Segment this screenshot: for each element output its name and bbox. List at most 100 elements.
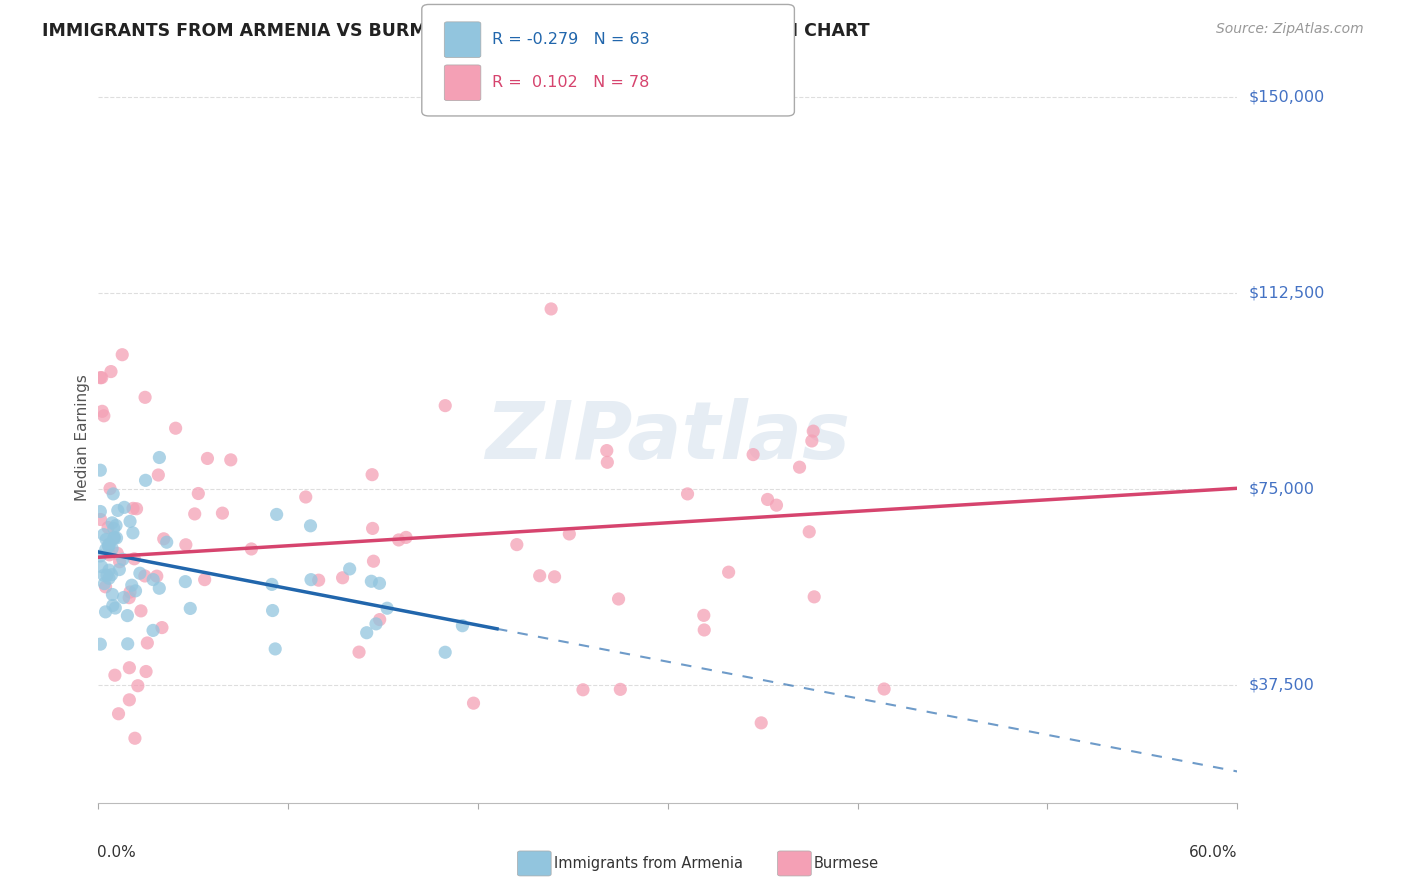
Point bbox=[127, 679, 149, 693]
Point bbox=[105, 518, 128, 533]
Point bbox=[89, 637, 111, 651]
Point bbox=[558, 527, 581, 541]
Point bbox=[107, 503, 129, 517]
Point bbox=[136, 636, 159, 650]
Point bbox=[540, 301, 562, 316]
Point bbox=[96, 568, 118, 582]
Point bbox=[103, 531, 125, 545]
Point bbox=[89, 504, 111, 518]
Point bbox=[107, 706, 129, 721]
Point bbox=[529, 568, 551, 582]
Point bbox=[363, 554, 385, 568]
Text: IMMIGRANTS FROM ARMENIA VS BURMESE MEDIAN EARNINGS CORRELATION CHART: IMMIGRANTS FROM ARMENIA VS BURMESE MEDIA… bbox=[42, 22, 870, 40]
Point bbox=[100, 567, 122, 582]
Point bbox=[112, 591, 135, 605]
Point bbox=[121, 578, 143, 592]
Point bbox=[174, 574, 197, 589]
Point bbox=[98, 537, 121, 551]
Point bbox=[607, 592, 630, 607]
Point bbox=[94, 605, 117, 619]
Point bbox=[347, 645, 370, 659]
Point bbox=[97, 520, 120, 534]
Point bbox=[98, 563, 121, 577]
Point bbox=[118, 693, 141, 707]
Point bbox=[134, 390, 156, 404]
Point bbox=[717, 565, 740, 579]
Point bbox=[93, 527, 115, 541]
Point bbox=[98, 482, 121, 496]
Point bbox=[117, 637, 139, 651]
Point bbox=[101, 516, 124, 530]
Point bbox=[101, 587, 124, 601]
Text: Immigrants from Armenia: Immigrants from Armenia bbox=[554, 856, 742, 871]
Point bbox=[165, 421, 187, 435]
Point bbox=[93, 576, 115, 591]
Point bbox=[194, 573, 217, 587]
Point bbox=[135, 473, 157, 487]
Point bbox=[90, 370, 112, 384]
Point bbox=[803, 590, 825, 604]
Text: R = -0.279   N = 63: R = -0.279 N = 63 bbox=[492, 32, 650, 47]
Point bbox=[122, 525, 145, 540]
Point bbox=[122, 501, 145, 516]
Point bbox=[800, 434, 823, 448]
Point bbox=[118, 661, 141, 675]
Point bbox=[596, 455, 619, 469]
Point bbox=[749, 715, 772, 730]
Point bbox=[693, 623, 716, 637]
Point bbox=[118, 585, 141, 599]
Point bbox=[799, 524, 821, 539]
Point bbox=[90, 512, 112, 526]
Text: $37,500: $37,500 bbox=[1249, 678, 1315, 693]
Point bbox=[100, 365, 122, 379]
Point bbox=[506, 538, 529, 552]
Point bbox=[97, 540, 120, 554]
Point bbox=[299, 518, 322, 533]
Point bbox=[117, 608, 139, 623]
Point bbox=[156, 535, 179, 549]
Point bbox=[118, 515, 141, 529]
Point bbox=[111, 348, 134, 362]
Point bbox=[375, 601, 398, 615]
Point bbox=[128, 566, 150, 581]
Point bbox=[125, 501, 148, 516]
Point bbox=[596, 443, 619, 458]
Point bbox=[90, 559, 112, 574]
Point bbox=[101, 541, 124, 556]
Point bbox=[97, 538, 120, 552]
Point bbox=[89, 370, 111, 384]
Point bbox=[105, 546, 128, 560]
Text: ZIPatlas: ZIPatlas bbox=[485, 398, 851, 476]
Point bbox=[264, 641, 287, 656]
Point bbox=[395, 530, 418, 544]
Point bbox=[148, 468, 170, 483]
Point bbox=[124, 551, 146, 566]
Point bbox=[360, 574, 382, 589]
Point bbox=[219, 453, 242, 467]
Point bbox=[356, 625, 378, 640]
Point bbox=[108, 563, 131, 577]
Point bbox=[183, 507, 205, 521]
Point bbox=[789, 460, 811, 475]
Point bbox=[104, 601, 127, 615]
Point bbox=[873, 681, 896, 696]
Point bbox=[96, 533, 118, 547]
Point bbox=[332, 571, 354, 585]
Point bbox=[94, 580, 117, 594]
Point bbox=[693, 608, 716, 623]
Point bbox=[103, 521, 125, 535]
Point bbox=[142, 624, 165, 638]
Point bbox=[111, 552, 134, 566]
Point bbox=[91, 404, 114, 418]
Point bbox=[294, 490, 316, 504]
Point bbox=[148, 450, 170, 465]
Point bbox=[187, 486, 209, 500]
Point bbox=[451, 618, 474, 632]
Text: Burmese: Burmese bbox=[814, 856, 879, 871]
Point bbox=[572, 682, 595, 697]
Point bbox=[124, 731, 146, 746]
Point bbox=[609, 682, 631, 697]
Point bbox=[104, 668, 127, 682]
Point bbox=[148, 581, 170, 595]
Point bbox=[260, 577, 283, 591]
